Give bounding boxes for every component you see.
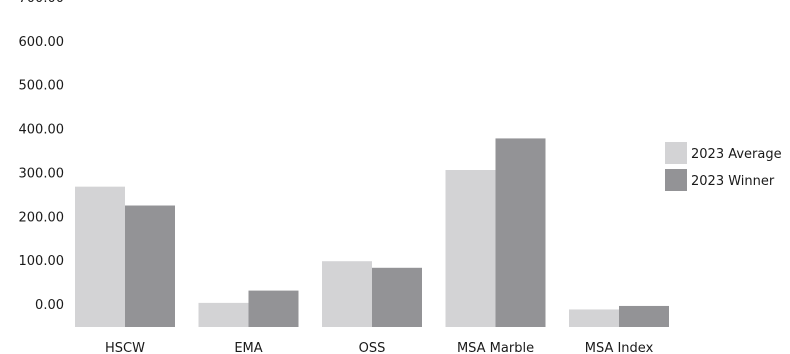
bars <box>75 138 669 327</box>
bar-average <box>322 261 372 327</box>
x-category-label: OSS <box>359 341 386 354</box>
x-category-label: HSCW <box>105 341 145 354</box>
x-category-label: MSA Index <box>585 341 654 354</box>
x-axis: HSCW EMA OSS MSA Marble MSA Index <box>105 341 654 354</box>
y-tick-label: 0.00 <box>35 298 64 313</box>
x-category-label: MSA Marble <box>457 341 534 354</box>
x-category-label: EMA <box>234 341 262 354</box>
legend-swatch <box>665 142 687 164</box>
bar-average <box>198 302 249 327</box>
y-tick-label: 400.00 <box>19 123 65 138</box>
bar-winner <box>372 267 422 327</box>
legend-swatch <box>665 169 687 191</box>
bar-average <box>75 186 125 327</box>
y-axis: 0.00 100.00 200.00 300.00 400.00 500.00 600.00… <box>19 0 65 313</box>
bar-winner <box>495 138 546 327</box>
y-tick-label: 700.00 <box>19 0 65 6</box>
y-tick-label: 600.00 <box>19 35 65 50</box>
bar-winner <box>125 205 175 327</box>
bar-average <box>569 309 619 327</box>
y-tick-label: 300.00 <box>19 166 65 181</box>
y-tick-label: 100.00 <box>19 254 65 269</box>
bar-average <box>445 169 496 327</box>
legend: 2023 Average 2023 Winner <box>665 142 782 191</box>
legend-label: 2023 Average <box>691 147 782 162</box>
bar-winner <box>619 305 669 327</box>
y-tick-label: 500.00 <box>19 79 65 94</box>
y-tick-label: 200.00 <box>19 210 65 225</box>
bar-winner <box>248 290 299 327</box>
legend-label: 2023 Winner <box>691 174 775 189</box>
